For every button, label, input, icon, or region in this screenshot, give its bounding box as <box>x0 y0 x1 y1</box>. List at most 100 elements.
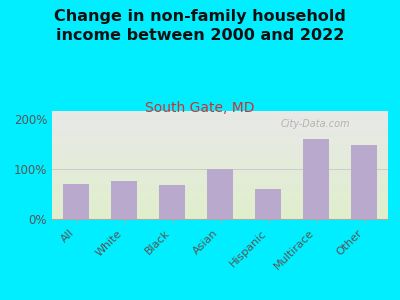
Bar <box>52 180 388 181</box>
Bar <box>52 200 388 201</box>
Bar <box>52 196 388 197</box>
Bar <box>52 130 388 131</box>
Bar <box>52 122 388 123</box>
Text: City-Data.com: City-Data.com <box>280 119 350 129</box>
Bar <box>52 114 388 115</box>
Bar <box>52 174 388 175</box>
Bar <box>52 199 388 200</box>
Bar <box>351 145 377 219</box>
Bar <box>52 214 388 215</box>
Bar <box>52 135 388 136</box>
Bar <box>52 158 388 160</box>
Bar <box>159 185 185 219</box>
Bar <box>52 111 388 112</box>
Bar <box>52 118 388 119</box>
Bar <box>52 192 388 193</box>
Bar <box>52 209 388 210</box>
Bar <box>52 136 388 137</box>
Bar <box>52 205 388 206</box>
Bar <box>52 193 388 194</box>
Bar <box>52 131 388 133</box>
Bar <box>52 201 388 202</box>
Bar <box>52 123 388 124</box>
Bar <box>303 139 329 219</box>
Bar <box>255 189 281 219</box>
Bar <box>52 188 388 189</box>
Bar <box>52 141 388 142</box>
Bar <box>52 126 388 127</box>
Bar <box>52 208 388 209</box>
Bar <box>52 148 388 149</box>
Bar <box>52 125 388 126</box>
Bar <box>52 154 388 155</box>
Bar <box>52 116 388 118</box>
Bar <box>52 170 388 172</box>
Bar <box>52 167 388 168</box>
Bar <box>52 203 388 204</box>
Bar <box>52 190 388 191</box>
Bar <box>52 156 388 158</box>
Bar <box>52 138 388 139</box>
Bar <box>52 145 388 146</box>
Bar <box>52 140 388 141</box>
Bar <box>52 204 388 205</box>
Bar <box>52 197 388 199</box>
Bar <box>52 216 388 217</box>
Bar <box>207 169 233 219</box>
Bar <box>52 187 388 188</box>
Bar <box>52 137 388 138</box>
Bar <box>52 161 388 162</box>
Bar <box>52 183 388 184</box>
Bar <box>52 150 388 151</box>
Bar <box>52 147 388 148</box>
Bar <box>52 162 388 163</box>
Bar <box>52 179 388 180</box>
Bar <box>52 169 388 170</box>
Bar <box>52 212 388 214</box>
Bar <box>52 168 388 169</box>
Bar <box>52 177 388 178</box>
Bar <box>52 121 388 122</box>
Bar <box>52 210 388 211</box>
Bar <box>52 185 388 187</box>
Bar <box>52 176 388 177</box>
Text: Change in non-family household
income between 2000 and 2022: Change in non-family household income be… <box>54 9 346 43</box>
Bar <box>52 118 388 120</box>
Bar <box>52 133 388 134</box>
Bar <box>52 195 388 196</box>
Bar <box>52 163 388 164</box>
Bar <box>52 142 388 143</box>
Bar <box>52 207 388 208</box>
Bar <box>52 166 388 167</box>
Bar <box>52 139 388 140</box>
Bar <box>52 165 388 166</box>
Bar <box>52 181 388 182</box>
Bar <box>52 124 388 125</box>
Bar <box>52 153 388 154</box>
Bar <box>52 202 388 203</box>
Bar <box>52 172 388 174</box>
Bar <box>52 184 388 185</box>
Bar <box>52 146 388 147</box>
Bar <box>52 217 388 218</box>
Bar <box>52 215 388 216</box>
Bar <box>52 113 388 114</box>
Bar <box>52 175 388 176</box>
Bar <box>52 206 388 207</box>
Bar <box>52 178 388 179</box>
Bar <box>52 155 388 156</box>
Bar <box>52 149 388 150</box>
Bar <box>52 194 388 195</box>
Bar <box>52 182 388 183</box>
Bar <box>52 191 388 192</box>
Bar <box>111 181 137 219</box>
Bar <box>52 112 388 113</box>
Bar <box>52 127 388 128</box>
Bar <box>52 160 388 161</box>
Bar <box>52 143 388 145</box>
Bar <box>52 120 388 121</box>
Bar <box>52 129 388 130</box>
Bar <box>52 218 388 219</box>
Bar <box>52 189 388 190</box>
Bar <box>52 134 388 135</box>
